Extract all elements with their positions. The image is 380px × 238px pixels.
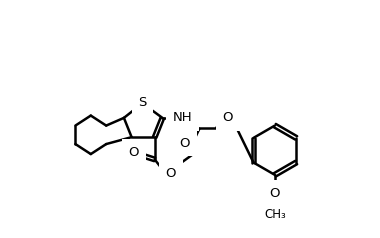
Text: O: O (223, 111, 233, 124)
Text: O: O (179, 137, 190, 150)
Text: O: O (269, 187, 280, 200)
Text: O: O (166, 167, 176, 180)
Text: NH: NH (173, 111, 192, 124)
Text: S: S (138, 96, 147, 109)
Text: CH₃: CH₃ (264, 208, 286, 221)
Text: O: O (129, 146, 139, 159)
